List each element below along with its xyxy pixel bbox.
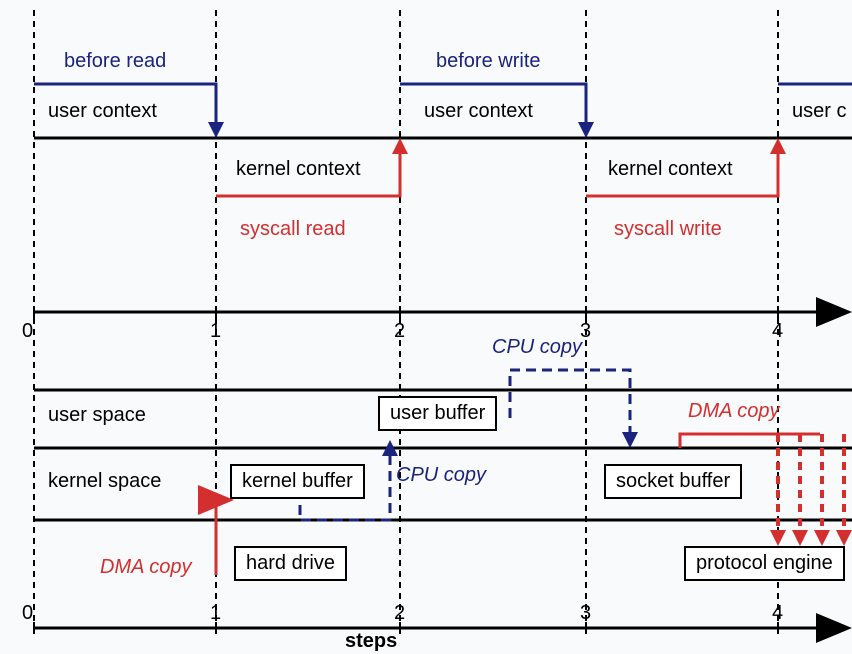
box-socket-buffer: socket buffer xyxy=(604,464,742,499)
box-kernel-buffer: kernel buffer xyxy=(230,464,365,499)
label-dma-copy-right: DMA copy xyxy=(688,400,780,423)
label-user-context-1: user context xyxy=(48,100,157,123)
box-hard-drive: hard drive xyxy=(234,546,347,581)
label-before-read: before read xyxy=(64,50,166,73)
x-axis-label: steps xyxy=(345,630,397,653)
bot-tick-2: 2 xyxy=(394,602,405,625)
label-kernel-space: kernel space xyxy=(48,470,161,493)
label-user-context-2: user context xyxy=(424,100,533,123)
label-syscall-read: syscall read xyxy=(240,218,346,241)
label-syscall-write: syscall write xyxy=(614,218,722,241)
box-protocol-engine: protocol engine xyxy=(684,546,845,581)
bot-tick-0: 0 xyxy=(22,602,33,625)
top-tick-1: 1 xyxy=(210,320,221,343)
bot-tick-4: 4 xyxy=(772,602,783,625)
top-tick-0: 0 xyxy=(22,320,33,343)
diagram-canvas: before read before write user context us… xyxy=(0,0,852,654)
label-cpu-copy-top: CPU copy xyxy=(492,336,582,359)
label-kernel-context-1: kernel context xyxy=(236,158,361,181)
label-dma-copy-left: DMA copy xyxy=(100,556,192,579)
top-tick-2: 2 xyxy=(394,320,405,343)
label-user-space: user space xyxy=(48,404,146,427)
label-kernel-context-2: kernel context xyxy=(608,158,733,181)
label-user-c: user c xyxy=(792,100,846,123)
label-before-write: before write xyxy=(436,50,541,73)
label-cpu-copy-mid: CPU copy xyxy=(396,464,486,487)
box-user-buffer: user buffer xyxy=(378,396,497,431)
top-tick-4: 4 xyxy=(772,320,783,343)
bot-tick-3: 3 xyxy=(580,602,591,625)
bot-tick-1: 1 xyxy=(210,602,221,625)
